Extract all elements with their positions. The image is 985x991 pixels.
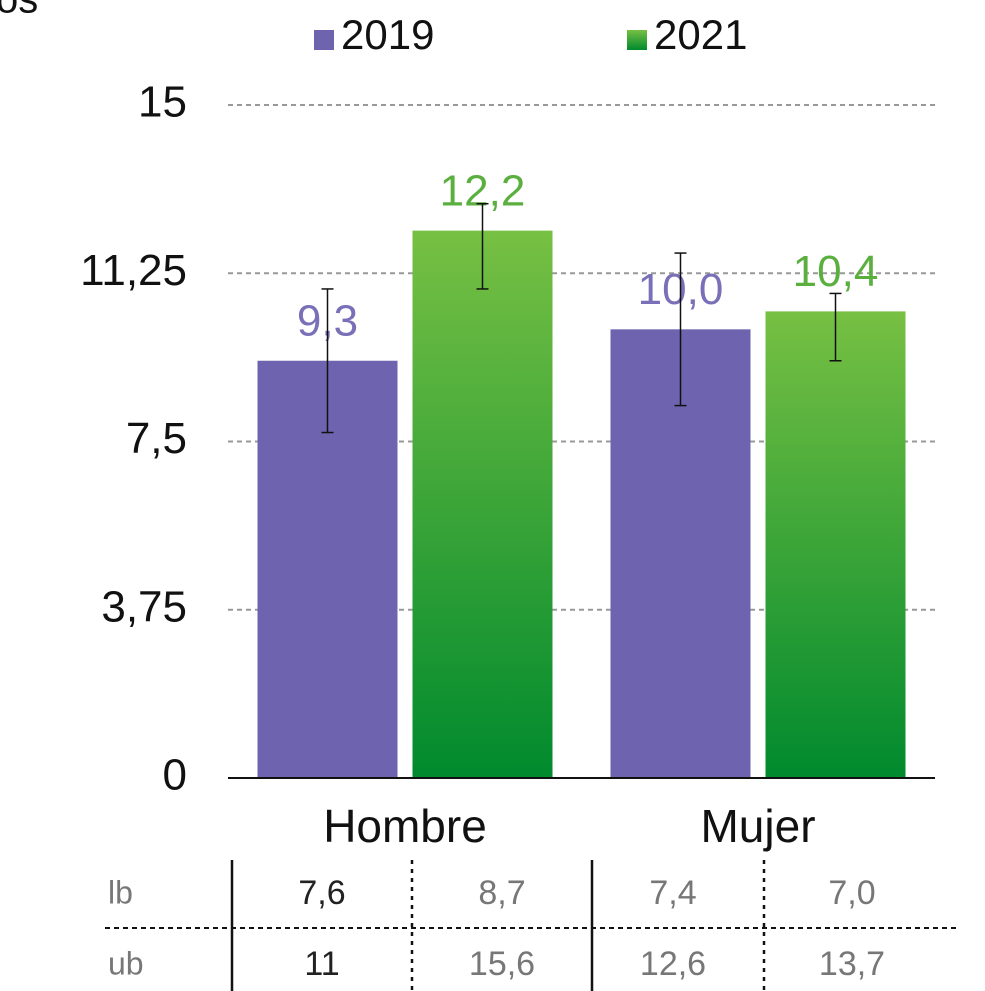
table-cell: 15,6: [469, 945, 535, 983]
y-tick-label: 3,75: [101, 582, 187, 631]
table-cell: 7,4: [649, 874, 696, 912]
data-label: 10,4: [793, 247, 879, 296]
table-cell: 13,7: [819, 945, 885, 983]
table-cell: 11: [304, 945, 339, 983]
row-label: ub: [108, 945, 144, 981]
y-tick-label: 15: [138, 78, 187, 127]
x-tick-label: Hombre: [323, 800, 487, 852]
y-axis-label: os: [0, 0, 38, 22]
table-cell: 7,6: [298, 874, 345, 912]
legend-label: 2019: [341, 11, 434, 58]
x-tick-label: Mujer: [700, 800, 815, 852]
legend-swatch: [627, 30, 647, 50]
legend-label: 2021: [654, 11, 747, 58]
table-cell: 7,0: [828, 874, 875, 912]
y-tick-label: 11,25: [80, 246, 187, 295]
table-cell: 8,7: [478, 874, 525, 912]
table-cell: 12,6: [640, 945, 706, 983]
bar: [765, 311, 906, 778]
bar: [412, 230, 553, 779]
legend-swatch: [314, 30, 334, 50]
row-label: lb: [108, 874, 133, 910]
y-tick-label: 7,5: [126, 414, 187, 463]
y-tick-label: 0: [163, 751, 187, 800]
